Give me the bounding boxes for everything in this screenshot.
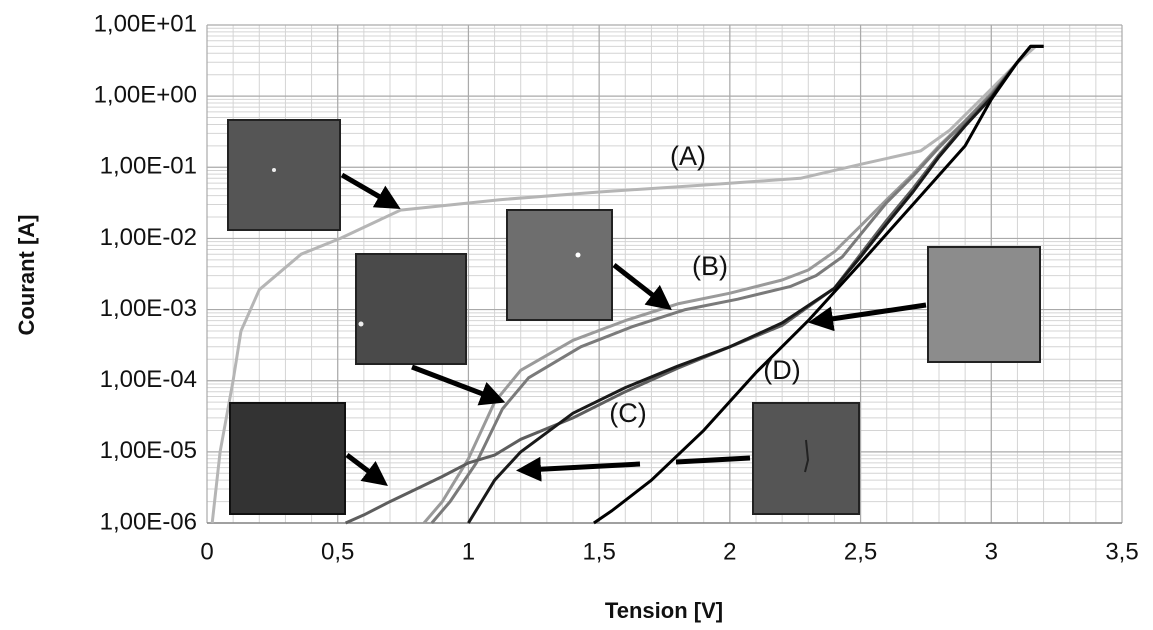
y-tick-label: 1,00E-02 — [100, 224, 197, 251]
inset-image — [227, 119, 341, 231]
arrow — [612, 263, 672, 311]
y-tick-label: 1,00E+00 — [94, 81, 197, 108]
y-tick-label: 1,00E-06 — [100, 508, 197, 535]
defect-spot — [272, 168, 276, 172]
x-axis-title: Tension [V] — [605, 598, 723, 623]
x-tick-label: 0,5 — [321, 538, 354, 565]
y-tick-label: 1,00E-05 — [100, 437, 197, 464]
inset-image — [229, 402, 346, 515]
inset-image — [355, 253, 467, 365]
arrow — [526, 458, 751, 470]
y-tick-label: 1,00E-04 — [100, 366, 197, 393]
curve-label: (D) — [763, 355, 800, 385]
x-tick-label: 1 — [462, 538, 475, 565]
curve-label: (B) — [692, 251, 728, 281]
x-tick-label: 1,5 — [582, 538, 615, 565]
x-tick-label: 3,5 — [1105, 538, 1138, 565]
arrow — [411, 364, 506, 406]
defect-spot — [358, 321, 364, 327]
x-tick-label: 3 — [985, 538, 998, 565]
x-tick-label: 2 — [723, 538, 736, 565]
curve — [593, 44, 1044, 525]
defect-spot — [575, 252, 581, 258]
inset-image — [927, 246, 1041, 363]
arrow — [340, 172, 401, 210]
inset-image — [506, 209, 613, 321]
x-tick-label: 2,5 — [844, 538, 877, 565]
y-tick-label: 1,00E+01 — [94, 10, 197, 37]
insets — [227, 119, 1041, 515]
labels: Tension [V] Courant [A] 1,00E-06 1,00E-05… — [14, 10, 1139, 622]
arrow — [345, 453, 388, 487]
inset-image — [752, 402, 860, 515]
defect-crack — [804, 439, 810, 473]
curve-label: (C) — [609, 398, 646, 428]
x-tick-label: 0 — [200, 538, 213, 565]
y-tick-label: 1,00E-01 — [100, 153, 197, 180]
y-axis-title: Courant [A] — [14, 215, 39, 336]
curve — [210, 44, 1044, 524]
curve-label: (A) — [670, 141, 706, 171]
y-tick-label: 1,00E-03 — [100, 295, 197, 322]
arrow — [808, 302, 927, 332]
